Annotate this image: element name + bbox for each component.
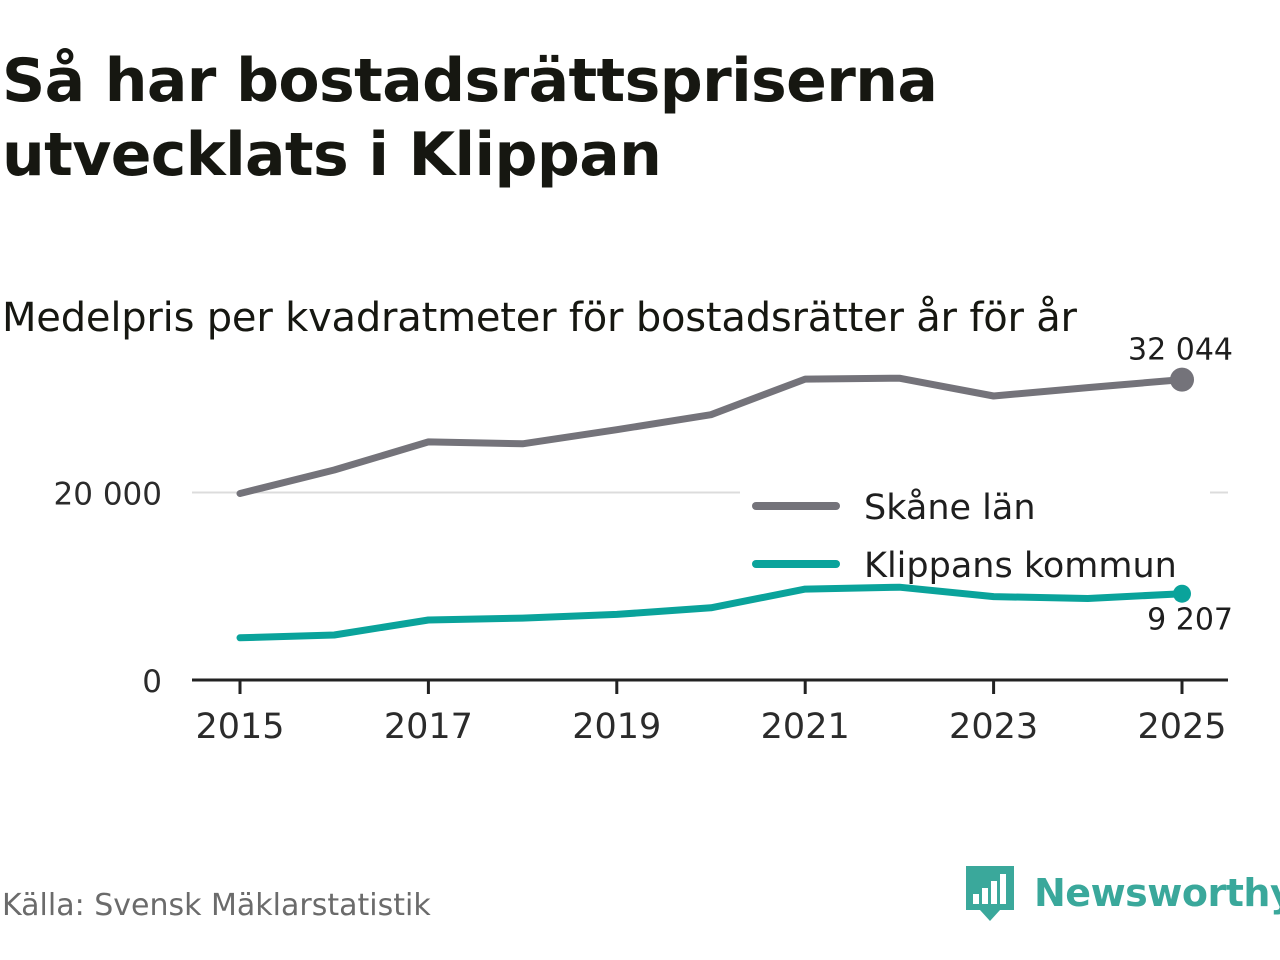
legend-background [740,478,1210,598]
x-tick-label: 2019 [572,707,661,747]
x-tick-label: 2021 [761,707,850,747]
series-line-skane-lan [236,374,1186,497]
series-end-point [1170,367,1194,392]
chart-title: Så har bostadsrättspriserna utvecklats i… [2,46,938,190]
chart-subtitle: Medelpris per kvadratmeter för bostadsrä… [2,295,1077,341]
newsworthy-logo-icon [966,866,1014,921]
x-tick-label: 2025 [1137,707,1226,747]
series-end-label: 32 044 [1128,333,1233,368]
source-text: Källa: Svensk Mäklarstatistik [2,888,431,923]
legend-label: Klippans kommun [864,546,1177,586]
y-tick-label: 20 000 [54,477,162,513]
x-tick-label: 2023 [949,707,1038,747]
x-tick-label: 2015 [195,707,284,747]
series-line-klippans-kommun [236,583,1186,642]
series-end-point [1173,584,1191,603]
legend-label: Skåne län [864,487,1036,528]
x-tick-label: 2017 [384,707,473,747]
y-tick-label: 0 [142,664,162,700]
brand-logo: Newsworthy [964,864,1280,922]
series-end-label: 9 207 [1147,603,1233,638]
brand-name: Newsworthy [1034,871,1280,915]
